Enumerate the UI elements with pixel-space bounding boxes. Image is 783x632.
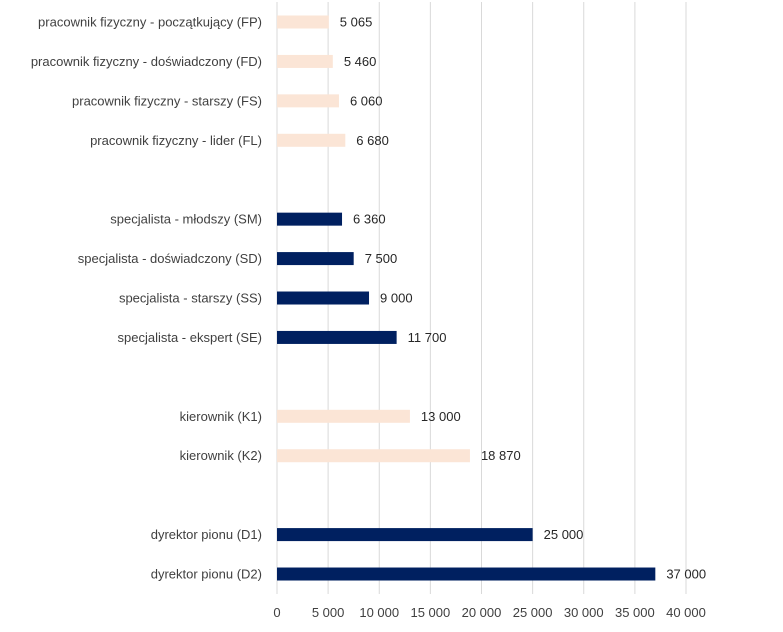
bar xyxy=(277,54,333,68)
category-label: dyrektor pionu (D2) xyxy=(151,567,262,582)
bar xyxy=(277,330,397,344)
value-label: 6 680 xyxy=(356,133,389,148)
category-label: pracownik fizyczny - starszy (FS) xyxy=(72,93,262,108)
x-tick-label: 40 000 xyxy=(666,605,706,620)
x-tick-label: 30 000 xyxy=(564,605,604,620)
category-label: kierownik (K1) xyxy=(180,409,262,424)
category-label: pracownik fizyczny - lider (FL) xyxy=(90,133,262,148)
bar xyxy=(277,15,329,29)
x-tick-label: 25 000 xyxy=(513,605,553,620)
value-label: 37 000 xyxy=(666,567,706,582)
value-label: 6 360 xyxy=(353,212,386,227)
bar xyxy=(277,567,656,581)
bar xyxy=(277,528,533,542)
x-tick-label: 5 000 xyxy=(312,605,345,620)
category-label: dyrektor pionu (D1) xyxy=(151,527,262,542)
category-label: kierownik (K2) xyxy=(180,448,262,463)
value-label: 25 000 xyxy=(544,527,584,542)
category-label: specjalista - młodszy (SM) xyxy=(110,212,262,227)
category-label: specjalista - doświadczony (SD) xyxy=(78,251,262,266)
category-label: pracownik fizyczny - początkujący (FP) xyxy=(38,15,262,30)
x-tick-label: 10 000 xyxy=(359,605,399,620)
category-label: specjalista - ekspert (SE) xyxy=(118,330,263,345)
bars xyxy=(277,15,656,581)
value-label: 13 000 xyxy=(421,409,461,424)
bar xyxy=(277,449,470,463)
bar xyxy=(277,94,339,108)
category-label: pracownik fizyczny - doświadczony (FD) xyxy=(31,54,262,69)
bar xyxy=(277,133,346,147)
value-label: 11 700 xyxy=(408,330,447,345)
value-label: 18 870 xyxy=(481,448,521,463)
x-tick-label: 15 000 xyxy=(410,605,450,620)
value-label: 5 460 xyxy=(344,54,377,69)
x-tick-label: 35 000 xyxy=(615,605,655,620)
bar xyxy=(277,291,370,305)
category-label: specjalista - starszy (SS) xyxy=(119,291,262,306)
x-tick-label: 0 xyxy=(273,605,280,620)
x-tick-label: 20 000 xyxy=(462,605,502,620)
value-label: 9 000 xyxy=(380,291,413,306)
bar xyxy=(277,252,354,266)
value-label: 5 065 xyxy=(340,15,373,30)
bar xyxy=(277,409,410,423)
value-label: 6 060 xyxy=(350,93,383,108)
value-label: 7 500 xyxy=(365,251,398,266)
bar xyxy=(277,212,343,226)
labels: 0 5 000 10 000 15 000 20 000 25 000 30 000 35 0… xyxy=(31,15,706,621)
